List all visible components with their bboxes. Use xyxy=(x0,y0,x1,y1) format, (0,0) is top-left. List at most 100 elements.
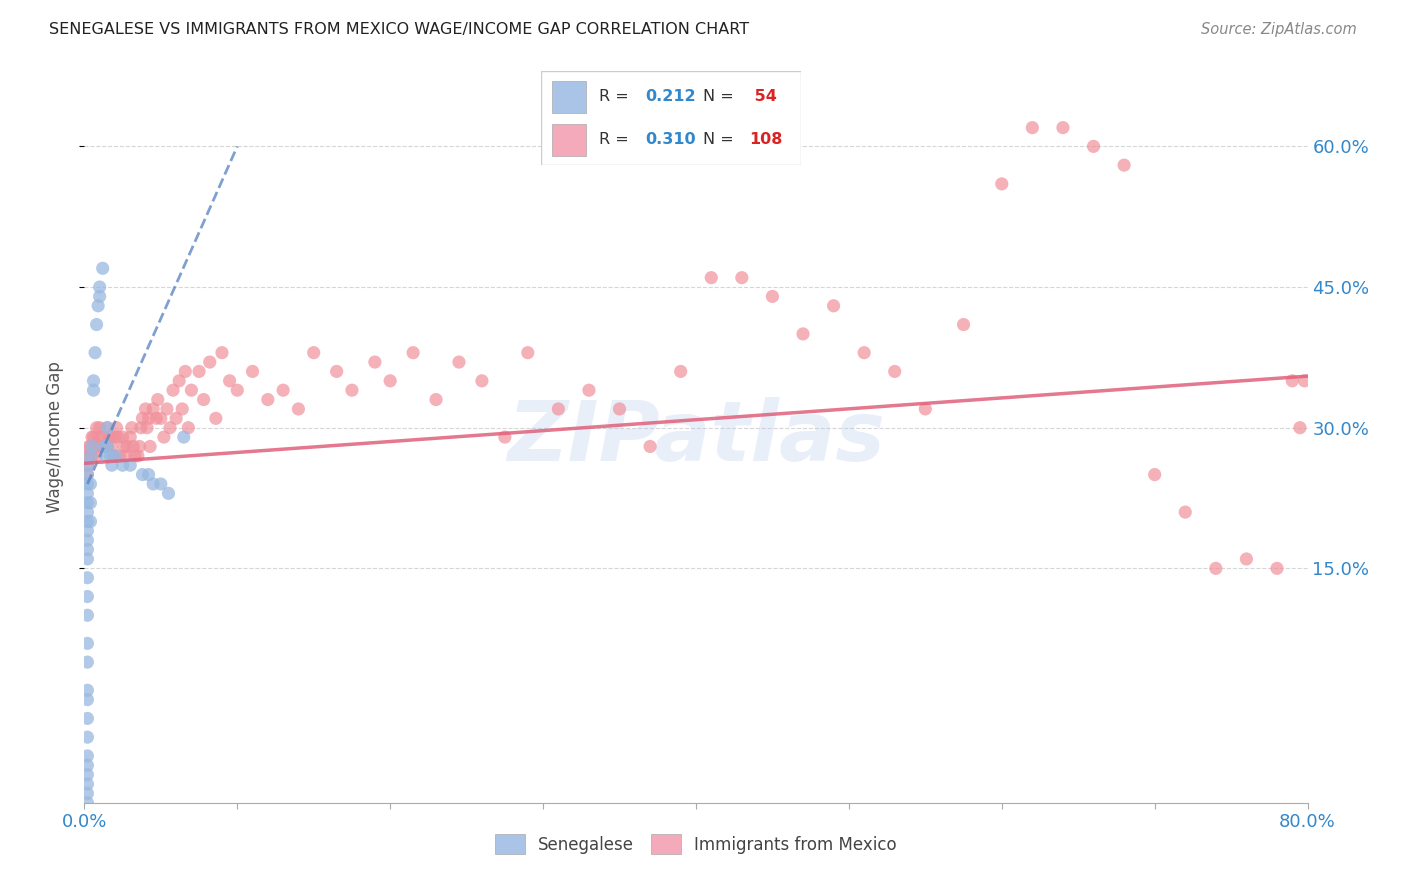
Text: R =: R = xyxy=(599,89,634,104)
Point xyxy=(124,449,146,463)
Point xyxy=(1294,374,1316,388)
Point xyxy=(1281,374,1303,388)
Point xyxy=(325,364,347,378)
Point xyxy=(84,440,107,454)
Point xyxy=(180,383,202,397)
Point xyxy=(98,430,121,444)
Point xyxy=(159,420,181,434)
Point xyxy=(76,748,98,763)
Point xyxy=(115,440,138,454)
Point xyxy=(76,467,98,482)
Point xyxy=(205,411,228,425)
Point xyxy=(79,449,101,463)
Point xyxy=(991,177,1014,191)
Point xyxy=(104,430,127,444)
Point xyxy=(578,383,600,397)
Point xyxy=(1205,561,1227,575)
Point xyxy=(121,420,143,434)
Point xyxy=(77,449,100,463)
Point xyxy=(1236,552,1258,566)
Point xyxy=(76,636,98,650)
Point xyxy=(79,496,101,510)
Point xyxy=(302,345,325,359)
Point xyxy=(76,467,98,482)
Point xyxy=(76,524,98,538)
Point xyxy=(146,392,169,407)
Point xyxy=(76,542,98,557)
Point xyxy=(1265,561,1288,575)
Point xyxy=(83,374,105,388)
Point xyxy=(853,345,876,359)
Point xyxy=(89,420,111,434)
Point xyxy=(142,401,165,416)
Text: 108: 108 xyxy=(749,132,783,147)
Point xyxy=(79,477,101,491)
Point xyxy=(101,440,124,454)
Point xyxy=(79,449,101,463)
Point xyxy=(111,430,134,444)
Text: Source: ZipAtlas.com: Source: ZipAtlas.com xyxy=(1201,22,1357,37)
Point xyxy=(76,477,98,491)
Point xyxy=(167,374,190,388)
Point xyxy=(90,430,112,444)
Point xyxy=(89,289,111,303)
Point xyxy=(516,345,538,359)
Point xyxy=(76,767,98,781)
Point xyxy=(76,515,98,529)
Point xyxy=(883,364,905,378)
Text: 0.310: 0.310 xyxy=(645,132,696,147)
Point xyxy=(149,411,172,425)
FancyBboxPatch shape xyxy=(551,81,585,112)
Point xyxy=(79,515,101,529)
Point xyxy=(86,449,108,463)
Point xyxy=(91,440,114,454)
Point xyxy=(93,440,115,454)
Point xyxy=(364,355,387,369)
Text: N =: N = xyxy=(703,132,738,147)
Text: 0.212: 0.212 xyxy=(645,89,696,104)
Point xyxy=(94,449,117,463)
Point xyxy=(128,440,150,454)
Point xyxy=(76,449,98,463)
Text: ZIPatlas: ZIPatlas xyxy=(508,397,884,477)
Point xyxy=(547,401,569,416)
Point xyxy=(108,449,131,463)
Point xyxy=(76,786,98,800)
Point xyxy=(257,392,280,407)
Point xyxy=(193,392,215,407)
Point xyxy=(218,374,240,388)
Point xyxy=(97,430,120,444)
Point xyxy=(1052,120,1074,135)
Text: SENEGALESE VS IMMIGRANTS FROM MEXICO WAGE/INCOME GAP CORRELATION CHART: SENEGALESE VS IMMIGRANTS FROM MEXICO WAG… xyxy=(49,22,749,37)
Point xyxy=(823,299,845,313)
Point xyxy=(914,401,936,416)
Point xyxy=(165,411,187,425)
Point xyxy=(138,467,160,482)
Point xyxy=(198,355,221,369)
Point xyxy=(105,420,128,434)
Point xyxy=(131,467,153,482)
Point xyxy=(402,345,425,359)
Point xyxy=(87,299,110,313)
Text: 54: 54 xyxy=(749,89,778,104)
Point xyxy=(76,458,98,473)
Point xyxy=(114,449,136,463)
Point xyxy=(188,364,211,378)
Point xyxy=(792,326,814,341)
Point xyxy=(1021,120,1043,135)
Point xyxy=(76,496,98,510)
Point xyxy=(86,318,108,332)
Legend: Senegalese, Immigrants from Mexico: Senegalese, Immigrants from Mexico xyxy=(488,828,904,860)
Point xyxy=(131,411,153,425)
Point xyxy=(91,261,114,276)
Point xyxy=(93,440,115,454)
Point xyxy=(112,440,135,454)
Point xyxy=(76,571,98,585)
Point xyxy=(96,420,118,434)
Point xyxy=(79,440,101,454)
Point xyxy=(76,711,98,725)
Point xyxy=(1114,158,1136,172)
Point xyxy=(120,458,142,473)
Point xyxy=(120,430,142,444)
Point xyxy=(162,383,184,397)
